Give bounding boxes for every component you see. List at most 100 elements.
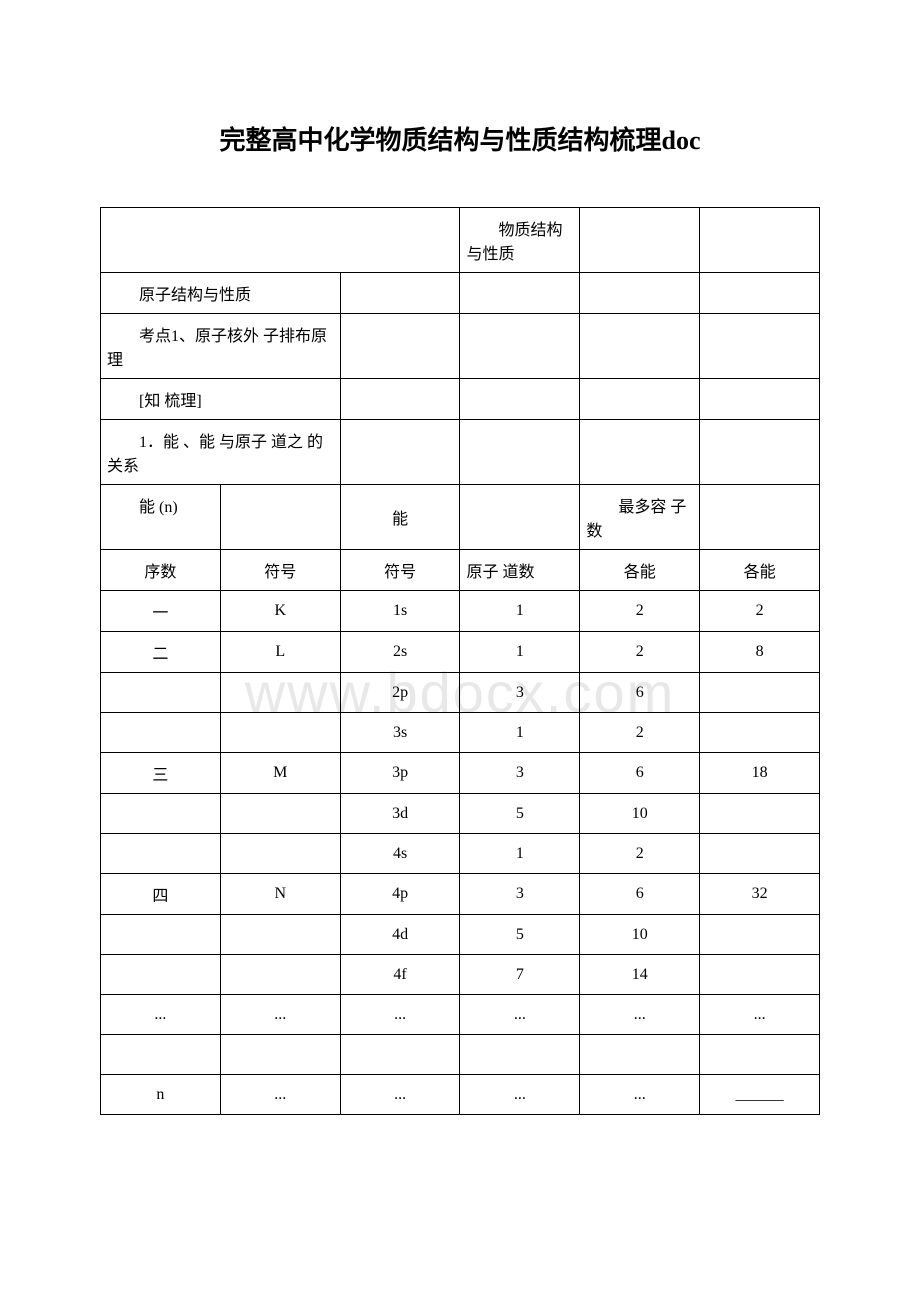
table-row: 四N4p3632 [101, 874, 820, 915]
table-cell: 符号 [340, 550, 460, 591]
table-cell [340, 1035, 460, 1075]
table-cell [220, 915, 340, 955]
table-row: [知 梳理] [101, 379, 820, 420]
table-cell [700, 834, 820, 874]
table-cell [700, 1035, 820, 1075]
table-cell: 4f [340, 955, 460, 995]
table-cell [580, 273, 700, 314]
table-cell [101, 208, 460, 273]
table-cell: ... [580, 995, 700, 1035]
table-cell [460, 1035, 580, 1075]
table-row: 序数符号符号原子 道数各能各能 [101, 550, 820, 591]
table-cell [700, 420, 820, 485]
table-cell: 一 [101, 591, 221, 632]
table-cell [340, 420, 460, 485]
table-cell [700, 208, 820, 273]
table-cell [101, 834, 221, 874]
table-cell: 序数 [101, 550, 221, 591]
table-cell: 2 [580, 591, 700, 632]
table-cell [340, 273, 460, 314]
table-cell: 3d [340, 794, 460, 834]
table-cell: K [220, 591, 340, 632]
table-cell: 原子 道数 [460, 550, 580, 591]
table-row: 能 (n)能 最多容 子数 [101, 485, 820, 550]
table-cell: ______ [700, 1075, 820, 1115]
table-cell [220, 794, 340, 834]
table-row: 一K1s122 [101, 591, 820, 632]
table-row: 3d510 [101, 794, 820, 834]
table-cell: ... [340, 1075, 460, 1115]
table-cell: 能 (n) [101, 485, 221, 550]
table-row: .................. [101, 995, 820, 1035]
table-cell: 18 [700, 753, 820, 794]
table-row: 4d510 [101, 915, 820, 955]
table-cell [580, 379, 700, 420]
table-cell [700, 955, 820, 995]
table-cell: 2 [700, 591, 820, 632]
table-row: 原子结构与性质 [101, 273, 820, 314]
table-row: 物质结构与性质 [101, 208, 820, 273]
table-cell: 1．能 、能 与原子 道之 的关系 [101, 420, 341, 485]
table-cell: ... [220, 1075, 340, 1115]
table-row: 二L2s128 [101, 632, 820, 673]
table-cell: 6 [580, 673, 700, 713]
table-cell: 四 [101, 874, 221, 915]
table-cell: ... [580, 1075, 700, 1115]
table-row: 2p36 [101, 673, 820, 713]
table-cell: N [220, 874, 340, 915]
table-cell [460, 485, 580, 550]
table-cell: 物质结构与性质 [460, 208, 580, 273]
table-cell: 4d [340, 915, 460, 955]
table-cell: 三 [101, 753, 221, 794]
table-cell: 1 [460, 834, 580, 874]
table-cell [460, 379, 580, 420]
table-cell: 6 [580, 753, 700, 794]
table-cell: 3 [460, 753, 580, 794]
table-cell [700, 794, 820, 834]
table-cell [220, 834, 340, 874]
table-cell: 10 [580, 794, 700, 834]
table-cell: 2s [340, 632, 460, 673]
table-row: 考点1、原子核外 子排布原理 [101, 314, 820, 379]
table-cell [101, 794, 221, 834]
table-cell: 1 [460, 632, 580, 673]
table-cell [580, 208, 700, 273]
table-cell: 2p [340, 673, 460, 713]
table-cell: 3s [340, 713, 460, 753]
table-cell [700, 273, 820, 314]
table-cell: 3 [460, 874, 580, 915]
table-row: 1．能 、能 与原子 道之 的关系 [101, 420, 820, 485]
table-cell: M [220, 753, 340, 794]
table-cell [700, 915, 820, 955]
table-cell [340, 314, 460, 379]
table-cell [220, 485, 340, 550]
table-cell: 10 [580, 915, 700, 955]
table-row: 3s12 [101, 713, 820, 753]
table-cell: 各能 [700, 550, 820, 591]
table-cell: 5 [460, 915, 580, 955]
table-cell [101, 713, 221, 753]
table-cell: 2 [580, 632, 700, 673]
table-cell: n [101, 1075, 221, 1115]
table-row: 4f714 [101, 955, 820, 995]
table-cell [220, 1035, 340, 1075]
document-title: 完整高中化学物质结构与性质结构梳理doc [100, 120, 820, 157]
table-cell: 7 [460, 955, 580, 995]
table-cell [101, 1035, 221, 1075]
table-cell: 8 [700, 632, 820, 673]
table-cell [700, 314, 820, 379]
table-cell [700, 713, 820, 753]
table-cell [700, 379, 820, 420]
table-cell: 最多容 子数 [580, 485, 700, 550]
table-cell [460, 314, 580, 379]
table-cell [220, 955, 340, 995]
table-cell: 符号 [220, 550, 340, 591]
table-cell: L [220, 632, 340, 673]
table-cell [580, 420, 700, 485]
table-cell: 二 [101, 632, 221, 673]
table-cell [101, 915, 221, 955]
table-cell: 14 [580, 955, 700, 995]
table-cell: ... [460, 995, 580, 1035]
table-cell [340, 379, 460, 420]
table-cell: 考点1、原子核外 子排布原理 [101, 314, 341, 379]
